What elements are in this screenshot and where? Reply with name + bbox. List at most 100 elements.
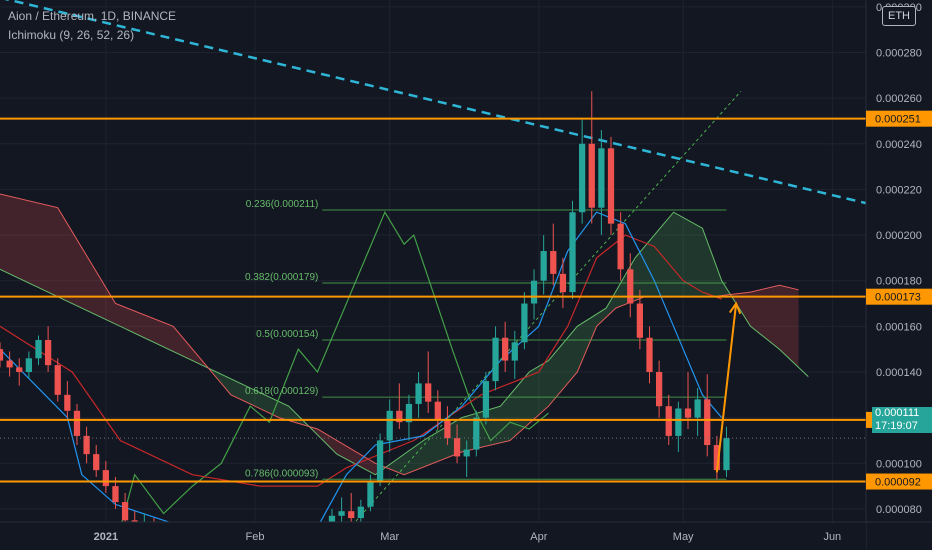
currency-button[interactable]: ETH	[882, 6, 916, 26]
candle	[405, 403, 413, 423]
cloud-bearish	[0, 194, 210, 370]
fib-level-label: 0.618(0.000129)	[245, 386, 318, 397]
candle	[348, 511, 355, 519]
tenkan-sen-line	[0, 211, 723, 542]
candle	[376, 440, 384, 482]
price-tick-label: 0.000100	[876, 458, 922, 470]
candle	[713, 445, 720, 471]
candle	[0, 349, 4, 361]
time-tick-label: Jun	[823, 531, 841, 543]
level-price-label: 0.000092	[875, 477, 921, 489]
candle	[6, 360, 13, 368]
candle	[579, 143, 586, 213]
candle	[425, 383, 432, 402]
candle	[550, 251, 557, 274]
cloud-bullish	[387, 212, 732, 475]
level-price-badge	[866, 110, 932, 127]
candle	[93, 454, 100, 471]
candle	[627, 269, 634, 304]
candle	[482, 381, 490, 418]
fib-level-label: 0.5(0.000154)	[256, 329, 318, 340]
fib-level-label: 0.382(0.000179)	[245, 272, 318, 283]
candle	[415, 383, 422, 404]
candle	[73, 410, 81, 436]
candle	[646, 337, 653, 372]
time-tick-label: Apr	[530, 531, 547, 543]
level-price-badge	[866, 288, 932, 305]
candle	[473, 417, 480, 450]
candle	[704, 399, 711, 446]
grid-lines	[0, 0, 866, 522]
price-scale: 0.0000800.0001000.0001200.0001400.000160…	[865, 0, 932, 550]
trendline-dotted-support	[331, 90, 742, 549]
level-price-label: 0.000251	[875, 114, 921, 126]
price-tick-label: 0.000240	[876, 139, 922, 151]
candle	[569, 212, 576, 293]
candle	[35, 340, 42, 359]
cloud-bullish	[209, 368, 311, 428]
candle	[540, 251, 547, 281]
cloud-bearish	[310, 426, 388, 475]
fib-level-label: 0.786(0.000093)	[245, 468, 318, 479]
candle	[723, 438, 730, 471]
candle	[396, 410, 403, 423]
candle	[102, 470, 109, 487]
trendline-dashed-resistance	[4, 0, 867, 205]
candle	[444, 419, 451, 439]
indicator-legend[interactable]: Ichimoku (9, 26, 52, 26)	[8, 28, 135, 42]
price-tick-label: 0.000080	[876, 504, 922, 516]
time-scale-bg	[0, 522, 866, 550]
candle	[511, 342, 518, 361]
fib-retracement: 0.236(0.000211) 0.382(0.000179) 0.5(0.0001…	[245, 199, 727, 480]
candle	[112, 486, 119, 503]
candle	[684, 408, 692, 418]
level-price-badge	[866, 473, 932, 490]
candle	[521, 303, 528, 343]
candle	[453, 438, 461, 457]
price-tick-label: 0.000180	[876, 276, 922, 288]
candle	[83, 435, 90, 455]
fib-level-label: 0.236(0.000211)	[246, 199, 319, 210]
candle	[607, 148, 615, 224]
candle	[598, 148, 605, 208]
candle	[530, 280, 538, 304]
arrow-shaft	[715, 303, 738, 473]
candle	[121, 502, 129, 521]
time-tick-label: May	[673, 531, 694, 543]
candle	[16, 367, 23, 372]
candle	[367, 481, 374, 507]
candle	[655, 371, 663, 407]
candle	[25, 358, 32, 372]
candle	[502, 337, 509, 361]
candle	[54, 365, 61, 395]
price-tick-label: 0.000140	[876, 367, 922, 379]
price-tick-label: 0.000280	[876, 47, 922, 59]
ichimoku-cloud	[0, 193, 809, 476]
candle	[675, 408, 682, 436]
arrow-head	[728, 301, 742, 315]
level-price-label: 0.000173	[875, 292, 921, 304]
price-tick-label: 0.000220	[876, 184, 922, 196]
candle	[636, 303, 644, 338]
candle	[44, 340, 52, 366]
time-scale: 2021 Feb Mar Apr May Jun	[0, 521, 932, 550]
candle	[588, 143, 595, 208]
candle	[492, 337, 499, 382]
time-tick-label: Feb	[246, 531, 265, 543]
price-scale-bg	[866, 0, 932, 550]
candle	[386, 410, 393, 441]
kijun-sen-line	[0, 234, 722, 487]
candle	[64, 394, 71, 411]
cloud-bearish	[731, 285, 799, 368]
senkou-span-a-line	[0, 211, 809, 476]
chikou-span-line	[5, 210, 549, 550]
price-tick-label: 0.000260	[876, 93, 922, 105]
price-tick-label: 0.000200	[876, 230, 922, 242]
candle	[694, 399, 701, 418]
candle	[665, 406, 672, 436]
symbol-legend: Aion / Ethereum, 1D, BINANCE	[8, 9, 177, 23]
price-tick-label: 0.000160	[876, 321, 922, 333]
candle	[617, 223, 624, 270]
